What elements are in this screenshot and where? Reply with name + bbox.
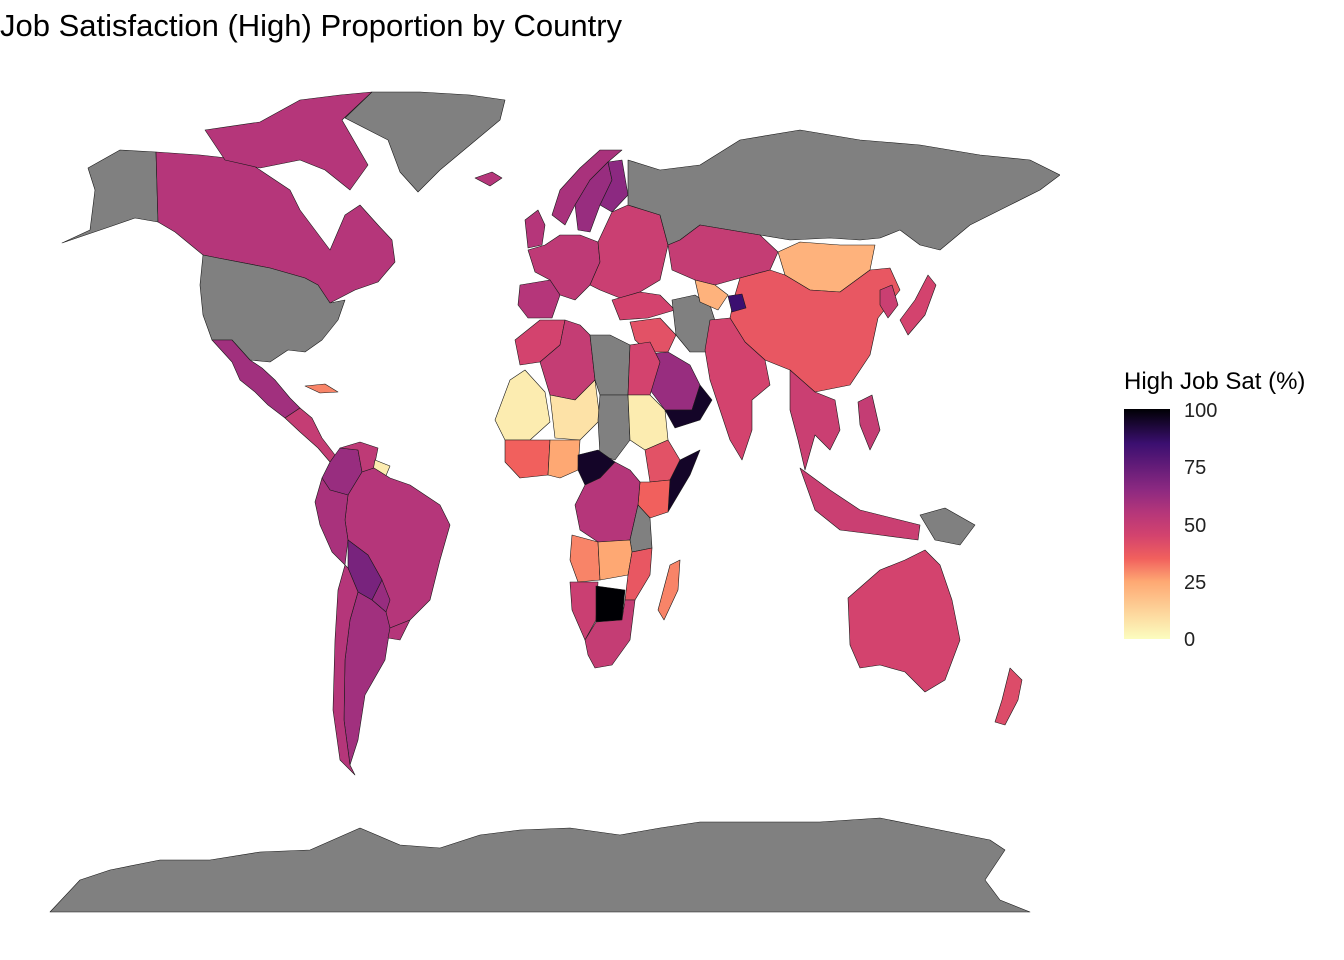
region-norway	[551, 149, 623, 226]
region-oman-yemen	[664, 384, 713, 429]
region-namibia	[569, 581, 599, 641]
region-korea	[879, 284, 899, 319]
region-chad	[597, 394, 631, 461]
region-argentina	[343, 591, 391, 766]
region-new-zealand	[994, 667, 1023, 726]
region-iceland	[474, 171, 503, 187]
legend-tick-label: 75	[1184, 457, 1207, 479]
region-eastern-europe	[589, 204, 669, 299]
region-cuba	[304, 383, 339, 394]
region-greenland	[344, 91, 506, 193]
region-mali	[494, 369, 551, 441]
region-kazakhstan	[667, 224, 779, 286]
legend-tick-label: 0	[1184, 629, 1196, 651]
region-nigeria	[547, 439, 581, 479]
region-peru	[314, 477, 349, 566]
region-usa	[199, 254, 346, 363]
legend: High Job Sat (%) 100 75 50 25 0	[1124, 368, 1344, 658]
region-angola	[569, 534, 601, 583]
region-india	[704, 317, 771, 461]
region-australia	[847, 549, 961, 693]
legend-tick-label: 100	[1184, 400, 1218, 422]
region-antarctica	[49, 817, 1031, 913]
region-madagascar	[657, 559, 681, 621]
region-iberia	[517, 279, 561, 319]
region-central-asia	[694, 279, 729, 311]
region-chile	[332, 564, 359, 776]
legend-colorbar	[1124, 409, 1170, 639]
region-central-america	[284, 407, 336, 463]
region-indonesia	[799, 467, 921, 541]
region-arctic-islands	[204, 91, 373, 191]
legend-title: High Job Sat (%)	[1124, 368, 1306, 395]
choropleth-map	[49, 91, 1060, 913]
legend-tick-label: 50	[1184, 515, 1207, 537]
region-uk	[524, 209, 546, 249]
region-kyrgyzstan	[727, 293, 747, 313]
region-alaska	[61, 149, 159, 244]
region-west-africa	[504, 439, 551, 479]
page-title: Job Satisfaction (High) Proportion by Co…	[0, 8, 623, 43]
region-new-guinea	[919, 507, 976, 546]
region-south-africa	[584, 599, 636, 669]
legend-tick-label: 25	[1184, 572, 1207, 594]
region-uruguay	[387, 619, 411, 641]
region-japan	[899, 274, 937, 336]
region-botswana	[595, 585, 626, 623]
region-egypt	[627, 341, 661, 396]
region-philippines	[857, 394, 881, 451]
region-southeast-asia	[789, 369, 841, 471]
region-zambia	[597, 539, 633, 581]
